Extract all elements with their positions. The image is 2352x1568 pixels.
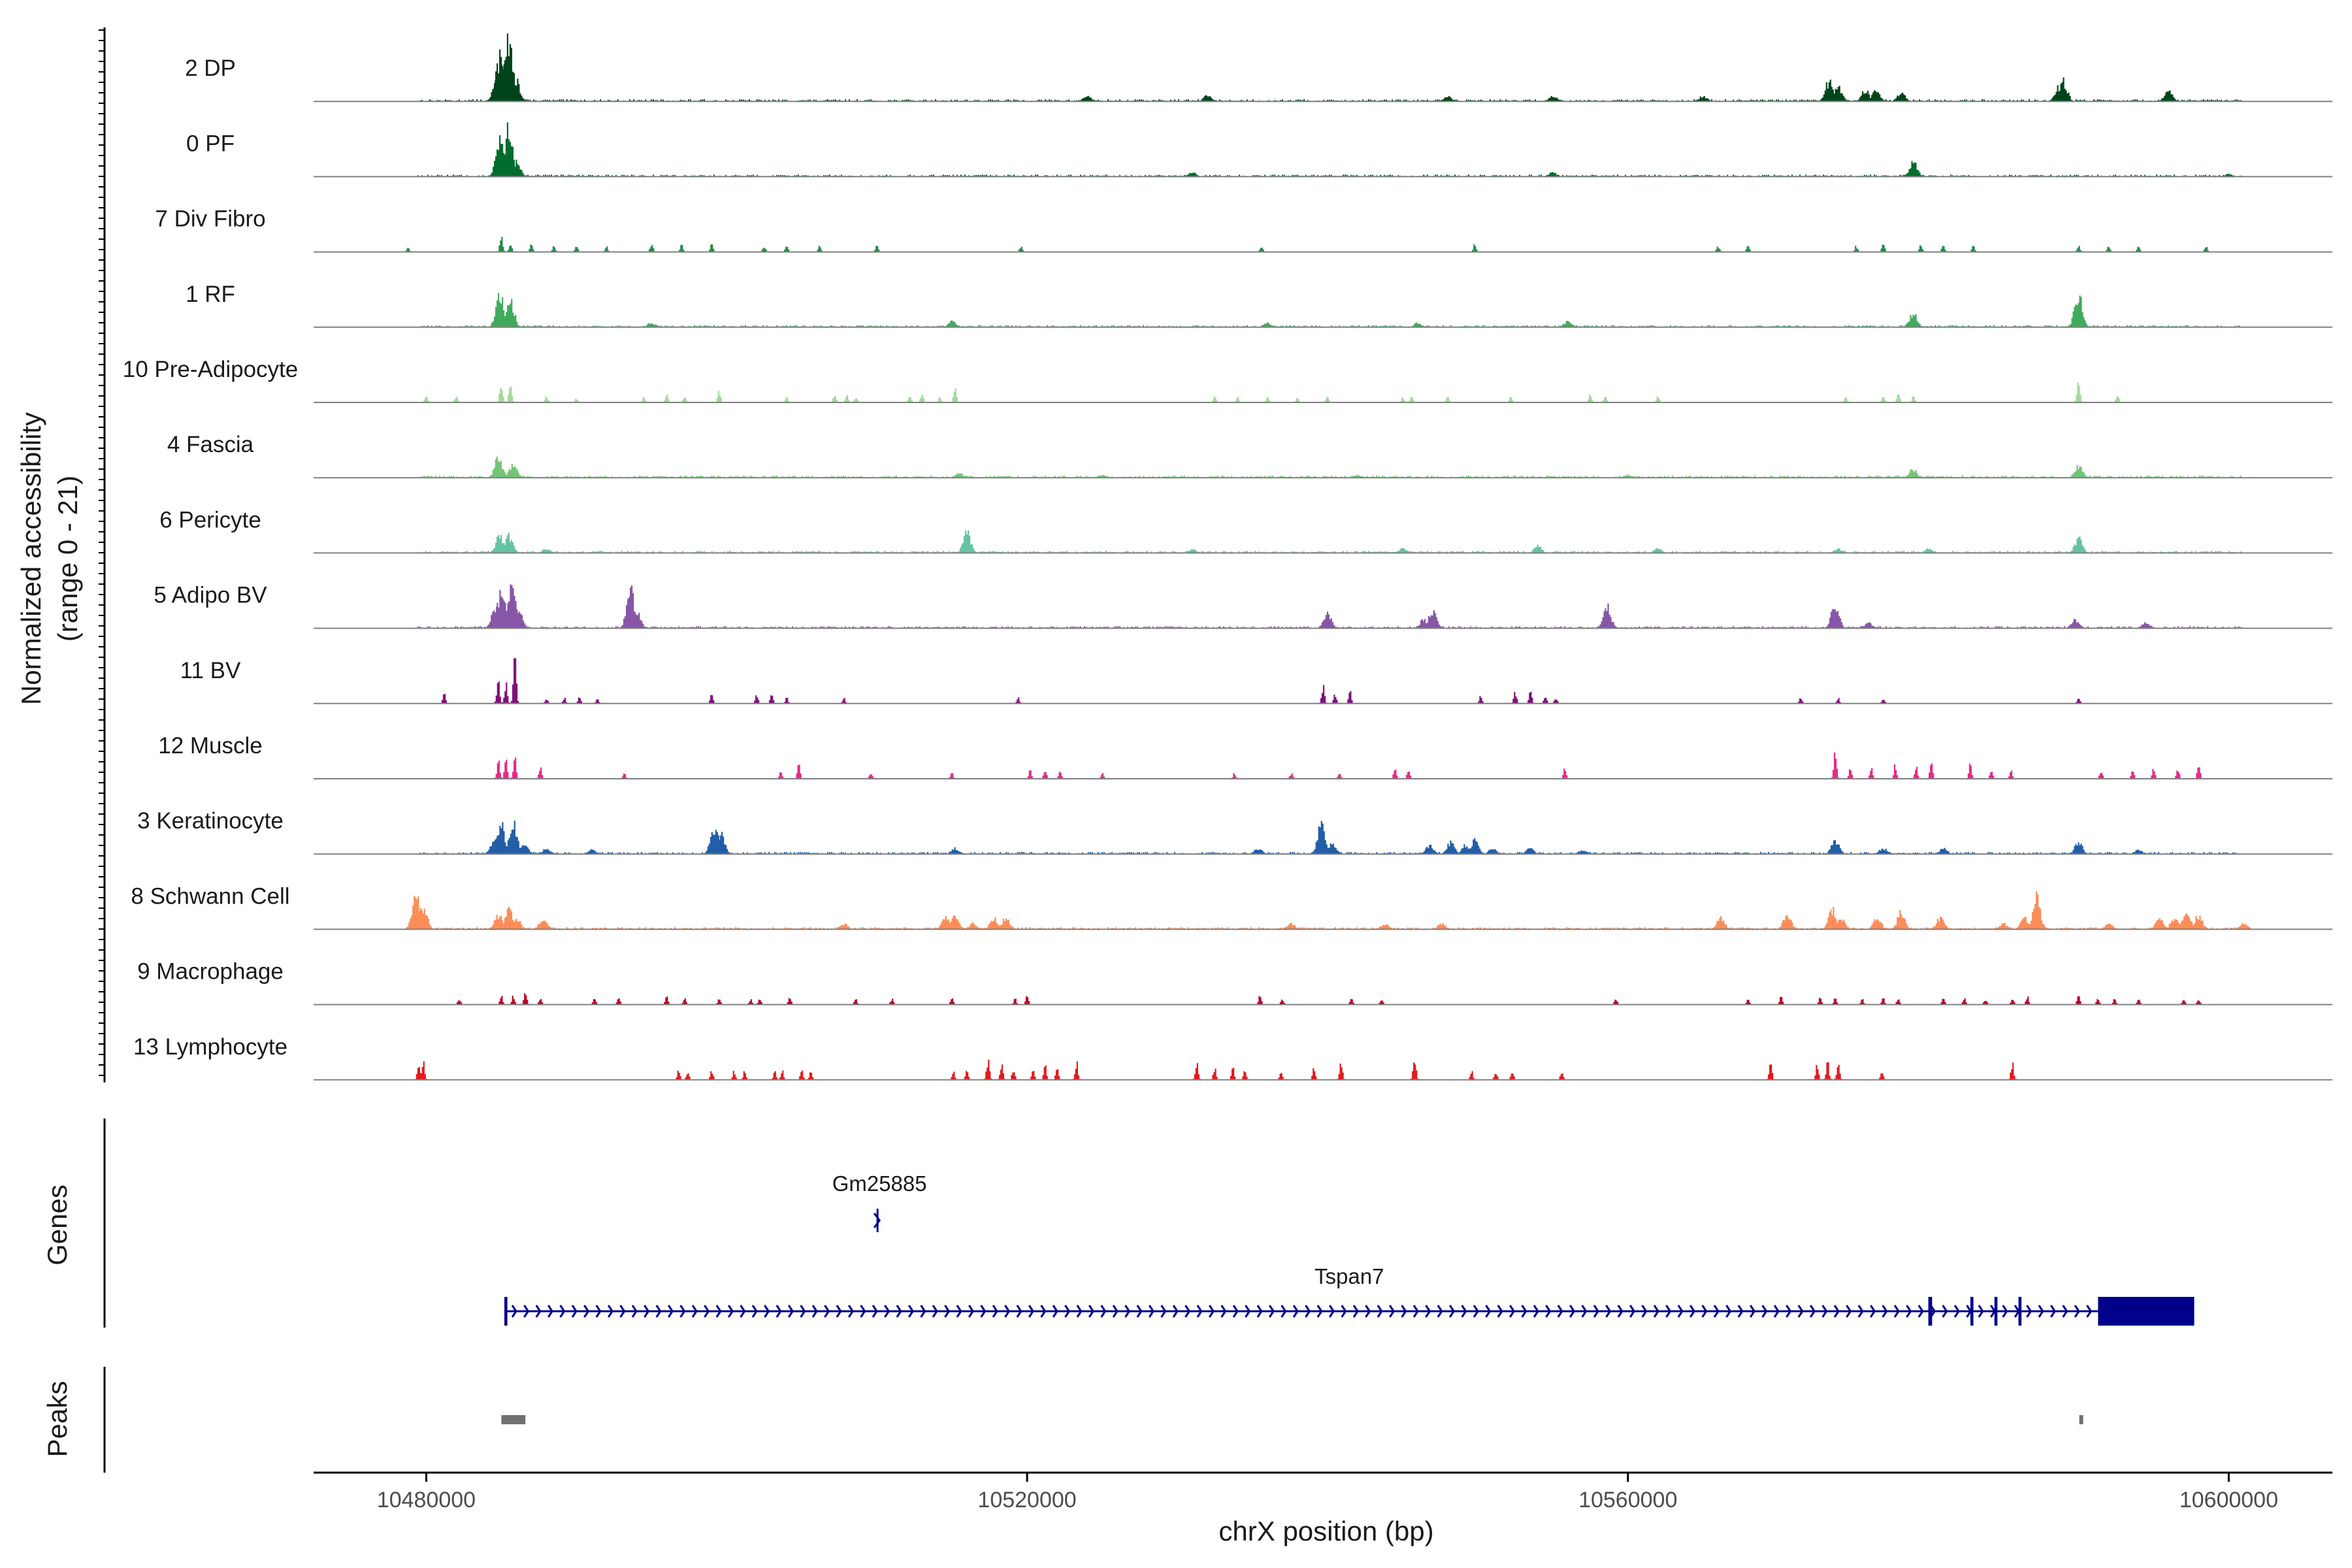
peaks-panel [501,1415,2083,1424]
exon [504,1297,508,1326]
track-label: 11 BV [180,658,241,683]
track-label: 1 RF [186,282,235,307]
track-label: 7 Div Fibro [155,206,265,232]
genes-panel: Gm25885 Tspan7 [504,1171,2195,1326]
track-label: 2 DP [185,56,236,81]
coverage-signal [456,993,2202,1005]
track-11: 3 Keratinocyte [137,808,2332,855]
coverage-signal [405,237,2209,252]
exon [1970,1297,1974,1326]
track-label: 3 Keratinocyte [137,808,284,834]
coverage-signal [417,122,2242,177]
coverage-tracks: 2 DP 0 PF 7 Div Fibro 1 RF 10 Pre-Adipocyte 4… [123,33,2332,1081]
coverage-signal [423,382,2122,402]
strand-arrows [511,1305,2093,1318]
track-label: 8 Schwann Cell [131,883,289,909]
track-10: 12 Muscle [158,733,2332,779]
gene-gm25885: Gm25885 [832,1171,927,1232]
track-9: 11 BV [180,658,2332,704]
track-3: 7 Div Fibro [155,206,2332,253]
exon-utr-block [2098,1297,2195,1326]
track-label: 0 PF [186,131,235,156]
track-5: 10 Pre-Adipocyte [123,357,2332,403]
track-label: 13 Lymphocyte [133,1034,287,1060]
x-axis: 10480000 10520000 10560000 10600000 [314,1471,2332,1512]
exon [1928,1297,1933,1326]
track-label: 12 Muscle [158,733,263,759]
coverage-signal [417,584,2242,629]
coverage-signal [440,658,2082,704]
gene-label: Gm25885 [832,1171,927,1196]
track-1: 2 DP [185,33,2332,103]
coverage-signal [414,1059,2017,1080]
track-12: 8 Schwann Cell [131,883,2332,930]
track-label: 5 Adipo BV [154,583,267,608]
track-4: 1 RF [186,282,2332,328]
track-7: 6 Pericyte [159,507,2332,554]
coverage-signal [417,33,2242,102]
x-tick-label: 10560000 [1578,1488,1677,1512]
x-tick-label: 10480000 [377,1488,476,1512]
track-label: 4 Fascia [167,432,254,457]
track-8: 5 Adipo BV [154,583,2332,629]
coverage-signal [406,891,2253,930]
track-label: 9 Macrophage [137,959,284,985]
exon [1994,1297,1998,1326]
coverage-signal [417,456,2242,478]
peak-region [501,1415,526,1424]
y-axis-title-line2: (range 0 - 21) [52,476,83,642]
x-axis-title: chrX position (bp) [1218,1516,1433,1546]
track-13: 9 Macrophage [137,959,2332,1005]
y-axis [99,27,106,1083]
x-tick-label: 10600000 [2180,1488,2278,1512]
gene-strand-arrow [873,1209,881,1232]
track-6: 4 Fascia [167,432,2332,479]
track-label: 10 Pre-Adipocyte [123,357,298,382]
coverage-signal [417,293,2242,327]
x-tick-label: 10520000 [977,1488,1076,1512]
gene-tspan7: Tspan7 [504,1264,2195,1326]
genes-panel-title: Genes [42,1184,73,1266]
peak-region [2079,1415,2083,1424]
track-label: 6 Pericyte [159,507,261,532]
peaks-panel-title: Peaks [42,1381,73,1458]
coverage-signal [417,530,2242,553]
exon [2018,1297,2022,1326]
track-2: 0 PF [186,122,2332,178]
coverage-signal [417,821,2242,855]
track-14: 13 Lymphocyte [133,1034,2332,1081]
coverage-signal [494,752,2203,779]
gene-label: Tspan7 [1315,1264,1384,1288]
y-axis-title-line1: Normalized accessibility [16,412,46,705]
